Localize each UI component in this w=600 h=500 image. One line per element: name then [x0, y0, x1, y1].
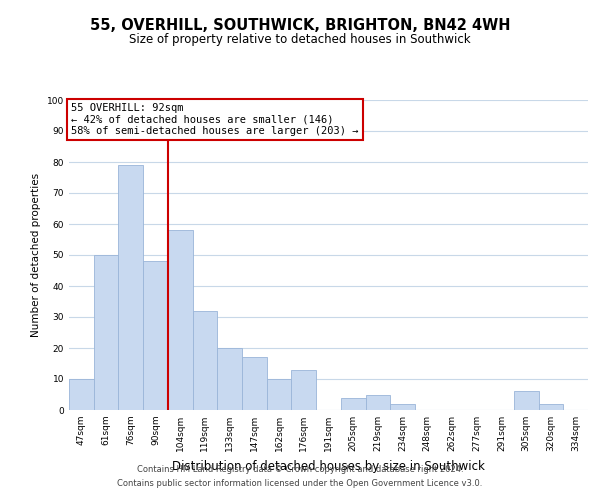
Bar	[539, 404, 563, 410]
Text: 55 OVERHILL: 92sqm
← 42% of detached houses are smaller (146)
58% of semi-detach: 55 OVERHILL: 92sqm ← 42% of detached hou…	[71, 103, 359, 136]
Text: Contains HM Land Registry data © Crown copyright and database right 2024.
Contai: Contains HM Land Registry data © Crown c…	[118, 466, 482, 487]
Bar	[143, 261, 168, 410]
Text: 55, OVERHILL, SOUTHWICK, BRIGHTON, BN42 4WH: 55, OVERHILL, SOUTHWICK, BRIGHTON, BN42 …	[90, 18, 510, 32]
Text: Size of property relative to detached houses in Southwick: Size of property relative to detached ho…	[129, 32, 471, 46]
Bar	[365, 394, 390, 410]
X-axis label: Distribution of detached houses by size in Southwick: Distribution of detached houses by size …	[172, 460, 485, 472]
Bar	[341, 398, 365, 410]
Bar	[217, 348, 242, 410]
Bar	[168, 230, 193, 410]
Bar	[118, 165, 143, 410]
Bar	[267, 379, 292, 410]
Bar	[292, 370, 316, 410]
Bar	[69, 379, 94, 410]
Bar	[94, 255, 118, 410]
Bar	[193, 311, 217, 410]
Bar	[242, 358, 267, 410]
Bar	[390, 404, 415, 410]
Bar	[514, 392, 539, 410]
Y-axis label: Number of detached properties: Number of detached properties	[31, 173, 41, 337]
